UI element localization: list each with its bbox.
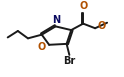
Text: O: O bbox=[98, 21, 106, 31]
Text: Br: Br bbox=[63, 56, 76, 66]
Text: N: N bbox=[52, 15, 61, 25]
Text: O: O bbox=[79, 1, 87, 11]
Text: O: O bbox=[37, 42, 45, 52]
